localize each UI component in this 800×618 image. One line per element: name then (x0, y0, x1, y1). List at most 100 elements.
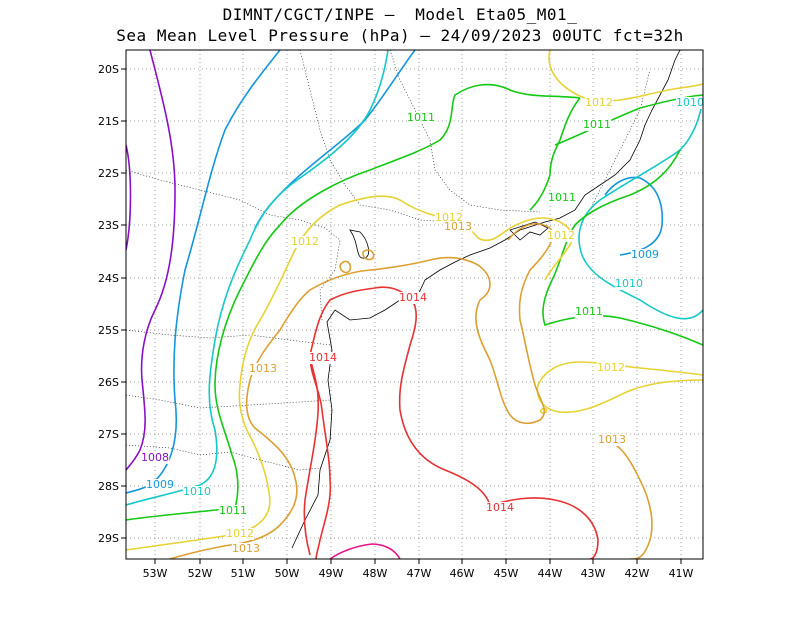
lon-tick-label: 42W (625, 567, 650, 580)
contour-label-bg (574, 306, 604, 318)
contour-label-bg (675, 97, 705, 109)
contour-label: 1014 (486, 501, 514, 514)
lon-tick-label: 43W (581, 567, 606, 580)
lat-tick-label: 26S (98, 376, 119, 389)
contour-label-bg (584, 97, 614, 109)
lat-tick-label: 21S (98, 115, 119, 128)
contour-label-bg (406, 112, 436, 124)
lat-tick-label: 29S (98, 532, 119, 545)
contour-label-bg (630, 249, 660, 261)
lat-tick-label: 24S (98, 272, 119, 285)
contour-label: 1011 (219, 504, 247, 517)
contour-label-bg (145, 479, 175, 491)
contour-label: 1009 (631, 248, 659, 261)
contour-label: 1013 (232, 542, 260, 555)
contour-label: 1012 (597, 361, 625, 374)
contour-label-bg (248, 363, 278, 375)
isobar-1011-b (529, 97, 581, 211)
isobar-1013 (167, 256, 491, 559)
isobar-1015 (329, 543, 401, 559)
isobar-1009 (126, 50, 281, 494)
contour-label: 1009 (146, 478, 174, 491)
chart-title-line2: Sea Mean Level Pressure (hPa) — 24/09/20… (116, 26, 684, 45)
isobar-1013-b (475, 269, 545, 425)
contour-label: 1012 (226, 527, 254, 540)
lat-tick-label: 25S (98, 324, 119, 337)
contour-label-bg (597, 434, 627, 446)
contour-label: 1013 (444, 220, 472, 233)
lat-tick-label: 20S (98, 63, 119, 76)
isobar-1014-b (309, 354, 332, 559)
isobar-1009-east (254, 50, 416, 229)
contour-label-bg (582, 119, 612, 131)
lat-tick-label: 22S (98, 167, 119, 180)
lat-tick-label: 23S (98, 219, 119, 232)
isobar-1012-east (536, 361, 703, 414)
lon-tick-label: 52W (188, 567, 213, 580)
isobar-1011 (126, 83, 581, 521)
isobars (126, 50, 703, 559)
lon-tick-label: 51W (231, 567, 256, 580)
contour-label-bg (290, 236, 320, 248)
lat-tick-label: 28S (98, 480, 119, 493)
lon-tick-label: 46W (450, 567, 475, 580)
contour-label: 1014 (399, 291, 427, 304)
contour-label-bg (596, 362, 626, 374)
contour-label: 1012 (291, 235, 319, 248)
lon-ticks: 53W 52W 51W 50W 49W 48W 47W 46W 45W 44W 43W 42W 41W (143, 559, 694, 580)
isobar-1013-small2 (362, 249, 375, 261)
coastline (291, 50, 681, 549)
chart-title-line1: DIMNT/CGCT/INPE — Model Eta05_M01_ (222, 5, 578, 24)
contour-label: 1013 (249, 362, 277, 375)
contour-label-bg (443, 221, 473, 233)
lon-tick-label: 53W (143, 567, 168, 580)
lon-tick-label: 49W (319, 567, 344, 580)
isobar-1014 (309, 286, 599, 559)
lat-ticks: 20S 21S 22S 23S 24S 25S 26S 27S 28S 29S (98, 63, 126, 545)
lon-tick-label: 50W (275, 567, 300, 580)
contour-label-bg (140, 452, 170, 464)
grid-lines (126, 50, 703, 559)
state-borders (126, 50, 651, 471)
contour-label: 1011 (548, 191, 576, 204)
contour-label: 1011 (575, 305, 603, 318)
isobar-1013-c (507, 222, 555, 271)
isobar-1013-small (339, 260, 352, 274)
contour-label: 1013 (598, 433, 626, 446)
isobar-1014-west (303, 354, 320, 556)
isobar-1011-east (542, 149, 703, 346)
contour-label: 1010 (676, 96, 704, 109)
contour-label: 1010 (183, 485, 211, 498)
lon-tick-label: 47W (407, 567, 432, 580)
contour-label: 1011 (583, 118, 611, 131)
contour-label: 1012 (547, 229, 575, 242)
lat-tick-label: 27S (98, 428, 119, 441)
contour-label: 1014 (309, 351, 337, 364)
contour-label-bg (485, 502, 515, 514)
isobar-1011-ne (554, 94, 703, 146)
contour-label-bg (546, 230, 576, 242)
isobar-1008 (126, 50, 176, 471)
contour-label-bg (182, 486, 212, 498)
contour-label-bg (614, 278, 644, 290)
isobar-1008-west (126, 144, 132, 251)
isobar-1013-east (599, 439, 653, 559)
lon-tick-label: 48W (363, 567, 388, 580)
isobar-1010-east (578, 99, 703, 320)
contour-label-bg (225, 528, 255, 540)
lon-tick-label: 44W (538, 567, 563, 580)
contour-label-bg (218, 505, 248, 517)
lon-tick-label: 45W (494, 567, 519, 580)
isobar-1012-ne (548, 50, 703, 102)
contour-label: 1008 (141, 451, 169, 464)
contour-label: 1012 (435, 211, 463, 224)
contour-label-bg (308, 352, 338, 364)
contour-label-bg (398, 292, 428, 304)
contour-label-bg (547, 192, 577, 204)
map-frame (125, 49, 704, 560)
isobar-1009-loop (604, 176, 664, 256)
contour-label: 1010 (615, 277, 643, 290)
lon-tick-label: 41W (669, 567, 694, 580)
